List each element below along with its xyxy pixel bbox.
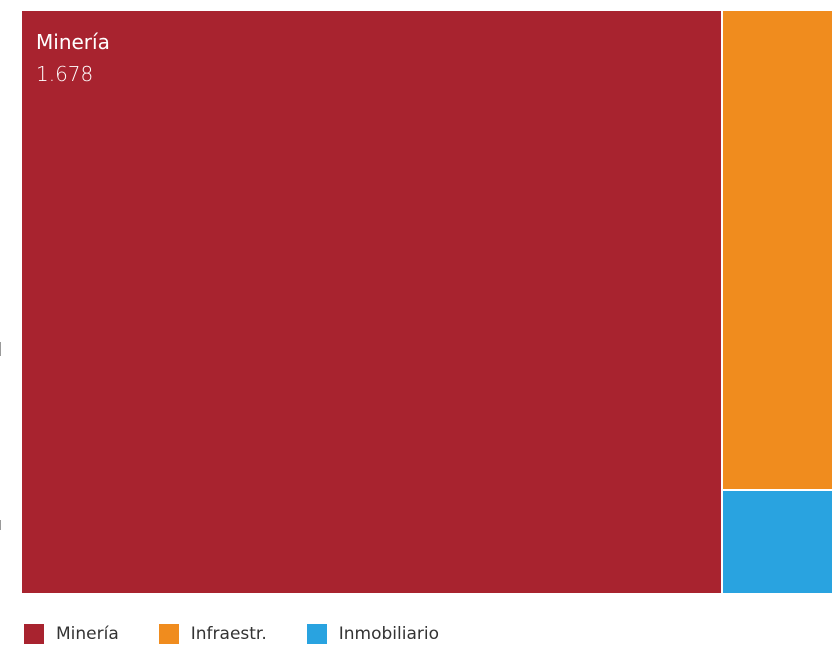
legend-label: Infraestr. <box>190 624 267 644</box>
tile-value: 1.678 <box>36 62 94 86</box>
legend-label: Minería <box>56 624 119 644</box>
treemap-tile-mineria[interactable]: Minería 1.678 <box>22 11 721 593</box>
left-axis-tick <box>0 342 1 356</box>
treemap-chart: Minería 1.678 <box>0 11 832 593</box>
legend-label: Inmobiliario <box>338 624 440 644</box>
treemap-tile-inmobiliario[interactable] <box>723 491 832 593</box>
left-axis-tick <box>0 520 1 530</box>
treemap-tile-infraestr[interactable] <box>723 11 832 489</box>
legend-item-infraestr[interactable]: Infraestr. <box>158 624 267 644</box>
legend-swatch <box>158 624 179 644</box>
legend-swatch <box>24 624 44 644</box>
tile-label: Minería <box>36 30 110 54</box>
legend-swatch <box>306 624 327 644</box>
legend: Minería Infraestr. Inmobiliario <box>24 622 479 646</box>
legend-item-inmobiliario[interactable]: Inmobiliario <box>306 624 440 644</box>
legend-item-mineria[interactable]: Minería <box>24 624 119 644</box>
